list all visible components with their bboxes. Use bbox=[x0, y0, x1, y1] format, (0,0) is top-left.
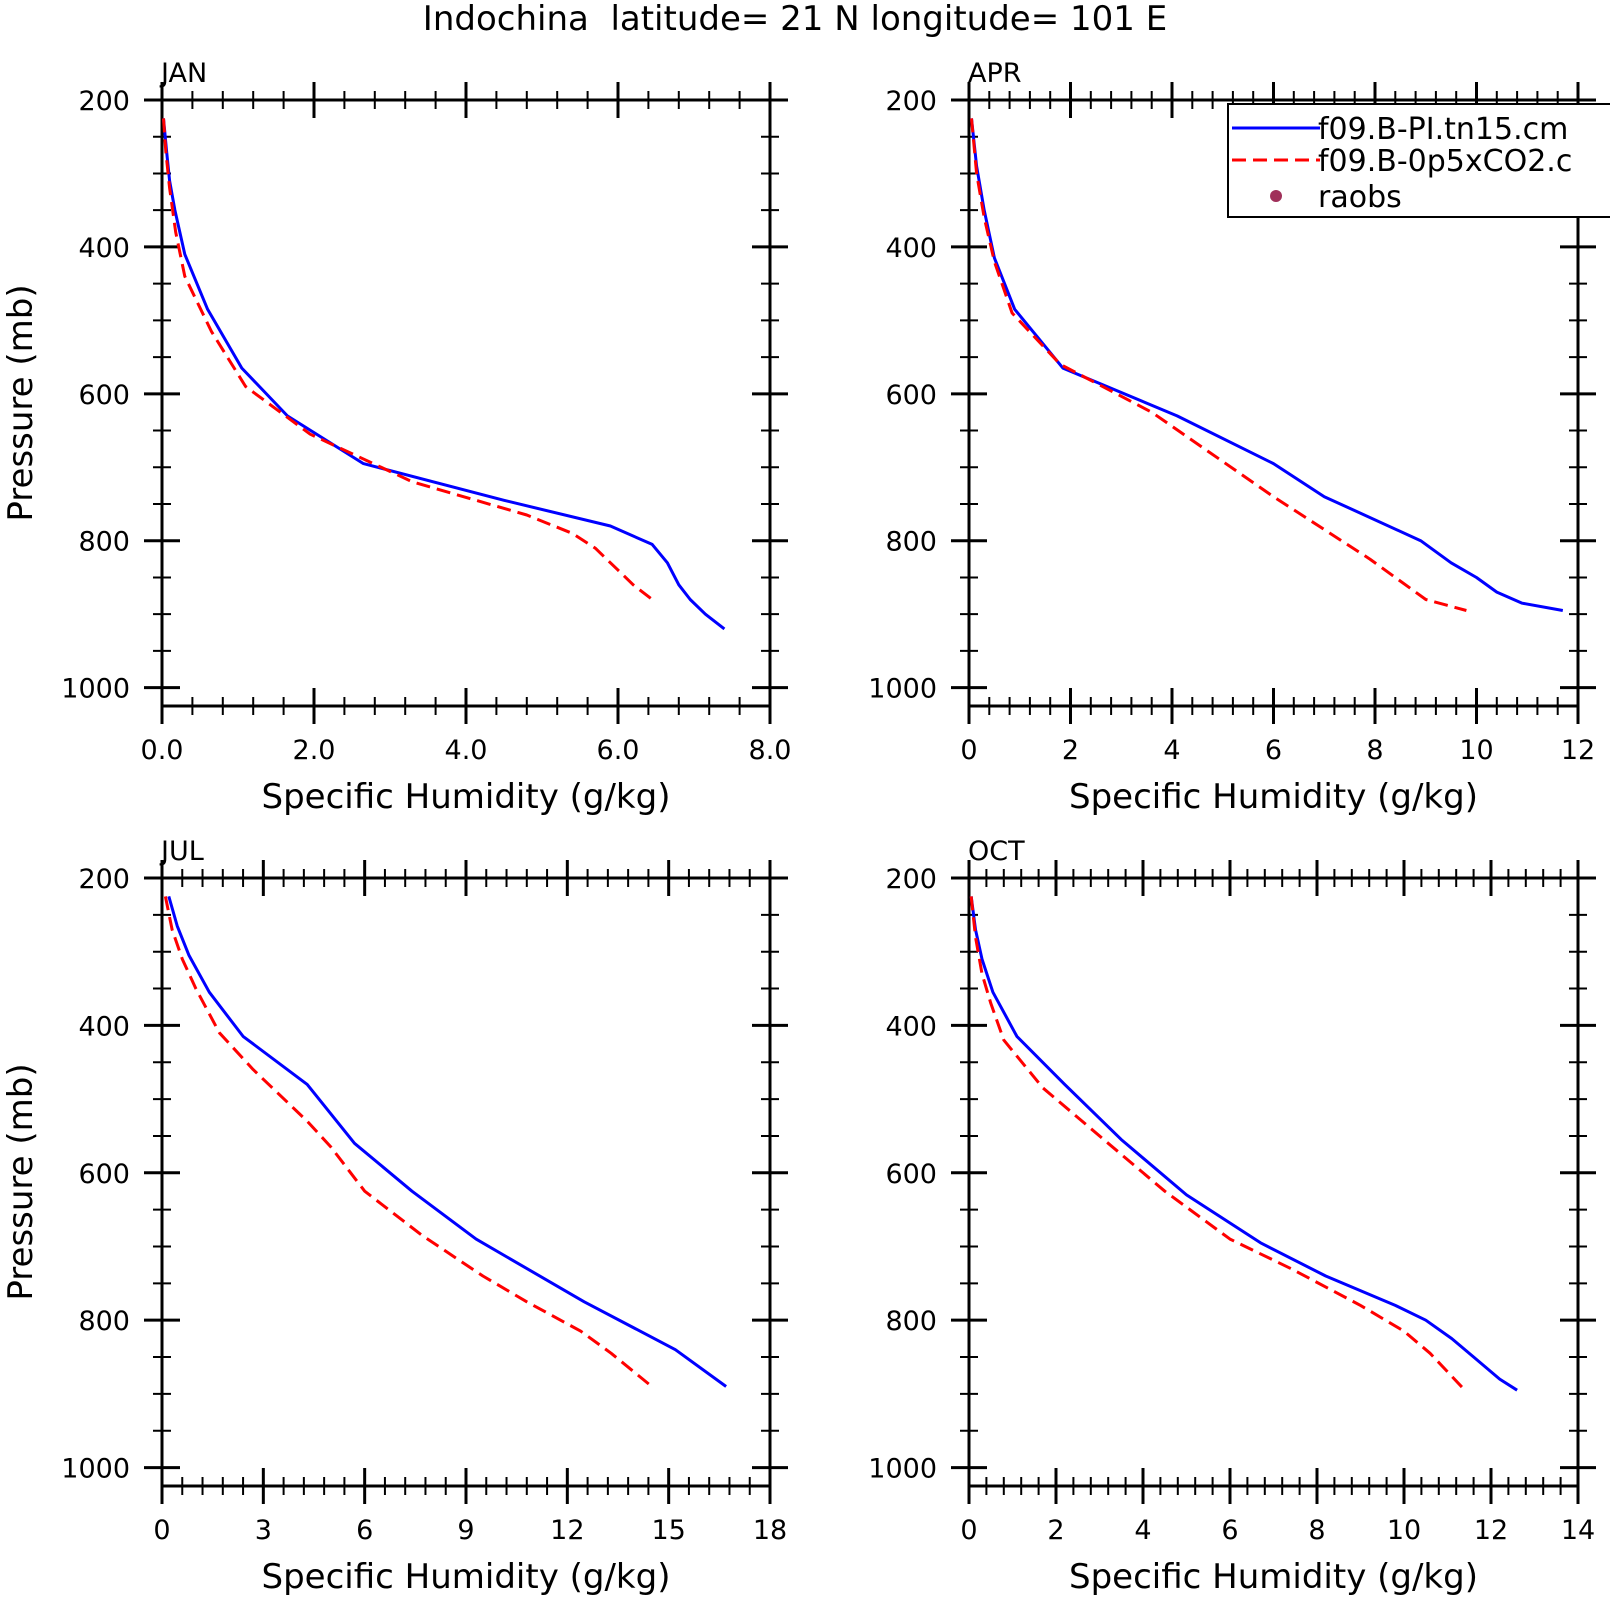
y-tick-label: 200 bbox=[885, 864, 937, 895]
x-tick-label: 3 bbox=[255, 1515, 272, 1546]
x-tick-label: 8 bbox=[1308, 1515, 1325, 1546]
y-tick-label: 200 bbox=[78, 864, 130, 895]
x-tick-label: 4 bbox=[1163, 735, 1180, 766]
x-tick-label: 12 bbox=[550, 1515, 584, 1546]
x-tick-label: 18 bbox=[753, 1515, 787, 1546]
panel-jul: 200 400 600 800 1000 0 3 6 9 12 15 18 JUL Specific Hu… bbox=[1, 836, 788, 1597]
y-tick-label: 800 bbox=[78, 527, 130, 558]
x-tick-label: 2 bbox=[1047, 1515, 1064, 1546]
y-tick-label: 200 bbox=[885, 86, 937, 117]
y-tick-label: 600 bbox=[885, 380, 937, 411]
x-tick-label: 6.0 bbox=[597, 735, 640, 766]
y-tick-label: 400 bbox=[885, 1011, 937, 1042]
y-tick-label: 600 bbox=[78, 380, 130, 411]
x-tick-label: 10 bbox=[1459, 735, 1493, 766]
y-tick-label: 1000 bbox=[61, 674, 130, 705]
x-axis-label: Specific Humidity (g/kg) bbox=[262, 1557, 671, 1597]
figure-title: Indochina latitude= 21 N longitude= 101 … bbox=[423, 0, 1167, 39]
x-tick-label: 10 bbox=[1387, 1515, 1421, 1546]
x-tick-label: 0 bbox=[153, 1515, 170, 1546]
y-tick-label: 1000 bbox=[868, 1454, 937, 1485]
x-tick-label: 4 bbox=[1134, 1515, 1151, 1546]
series-line-dashed bbox=[969, 896, 1466, 1392]
series-line-dashed bbox=[970, 118, 1467, 612]
panel-title: JAN bbox=[159, 58, 207, 89]
plot-frame bbox=[160, 876, 772, 1488]
plot-frame bbox=[967, 876, 1580, 1488]
series-line-solid bbox=[969, 896, 1518, 1392]
y-axis-label: Pressure (mb) bbox=[1, 284, 41, 521]
x-tick-label: 8.0 bbox=[749, 735, 792, 766]
x-tick-label: 8 bbox=[1366, 735, 1383, 766]
panel-oct: 200 400 600 800 1000 0 2 4 6 8 10 12 14 OCT Specific H… bbox=[868, 836, 1596, 1597]
plot-frame bbox=[160, 98, 772, 708]
x-tick-label: 15 bbox=[651, 1515, 685, 1546]
x-tick-label: 2.0 bbox=[293, 735, 336, 766]
panel-title: OCT bbox=[968, 836, 1025, 867]
x-axis-label: Specific Humidity (g/kg) bbox=[1069, 1557, 1478, 1597]
y-tick-label: 400 bbox=[885, 233, 937, 264]
x-tick-label: 14 bbox=[1561, 1515, 1595, 1546]
x-axis-label: Specific Humidity (g/kg) bbox=[262, 777, 671, 817]
y-tick-label: 600 bbox=[78, 1159, 130, 1190]
x-tick-label: 12 bbox=[1474, 1515, 1508, 1546]
legend-label: f09.B-0p5xCO2.c bbox=[1318, 144, 1572, 179]
series-line-dashed bbox=[162, 118, 654, 601]
y-tick-label: 200 bbox=[78, 86, 130, 117]
series-line-solid bbox=[162, 118, 726, 631]
y-tick-label: 800 bbox=[885, 1306, 937, 1337]
x-tick-label: 0 bbox=[960, 735, 977, 766]
x-tick-label: 6 bbox=[1221, 1515, 1238, 1546]
x-tick-label: 12 bbox=[1561, 735, 1595, 766]
panel-jan: 200 400 600 800 1000 0.0 2.0 4.0 6.0 8.0 JAN Specif… bbox=[1, 58, 791, 817]
y-tick-label: 800 bbox=[885, 527, 937, 558]
x-tick-label: 9 bbox=[457, 1515, 474, 1546]
legend-box bbox=[1227, 103, 1610, 218]
x-tick-label: 6 bbox=[356, 1515, 373, 1546]
x-axis-label: Specific Humidity (g/kg) bbox=[1069, 777, 1478, 817]
x-tick-label: 0 bbox=[960, 1515, 977, 1546]
y-tick-label: 800 bbox=[78, 1306, 130, 1337]
y-tick-label: 400 bbox=[78, 233, 130, 264]
series-line-dashed bbox=[163, 896, 653, 1388]
panel-title: APR bbox=[968, 58, 1022, 89]
y-tick-label: 1000 bbox=[868, 674, 937, 705]
panel-title: JUL bbox=[159, 836, 204, 867]
x-tick-label: 0.0 bbox=[141, 735, 184, 766]
series-line-solid bbox=[167, 895, 727, 1388]
x-tick-label: 4.0 bbox=[445, 735, 488, 766]
x-tick-label: 6 bbox=[1265, 735, 1282, 766]
legend-marker-dot bbox=[1270, 190, 1282, 202]
legend-label: f09.B-PI.tn15.cm bbox=[1318, 112, 1568, 147]
panel-apr: 200 400 600 800 1000 0 2 4 6 8 10 12 APR Specific Hum… bbox=[868, 58, 1596, 817]
y-tick-label: 400 bbox=[78, 1011, 130, 1042]
y-axis-label: Pressure (mb) bbox=[1, 1063, 41, 1300]
x-tick-label: 2 bbox=[1062, 735, 1079, 766]
y-tick-label: 600 bbox=[885, 1159, 937, 1190]
legend-label: raobs bbox=[1318, 180, 1402, 215]
y-tick-label: 1000 bbox=[61, 1454, 130, 1485]
